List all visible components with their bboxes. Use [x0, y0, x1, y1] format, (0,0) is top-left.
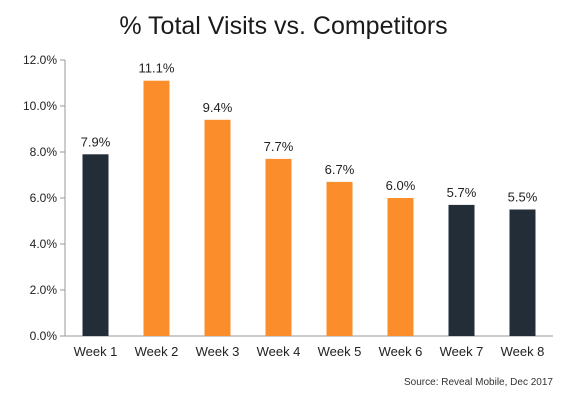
bar [143, 80, 170, 336]
x-tick-label: Week 2 [135, 344, 179, 359]
x-tick-label: Week 4 [257, 344, 301, 359]
data-label: 5.7% [447, 185, 477, 200]
bar [82, 154, 109, 336]
data-label: 9.4% [203, 100, 233, 115]
source-note: Source: Reveal Mobile, Dec 2017 [404, 377, 553, 388]
y-tick-label: 12.0% [23, 53, 57, 67]
bar [509, 209, 536, 336]
x-tick-label: Week 7 [440, 344, 484, 359]
y-tick-label: 2.0% [30, 283, 58, 297]
data-label: 6.0% [386, 178, 416, 193]
y-tick-label: 4.0% [30, 237, 58, 251]
x-tick-label: Week 8 [501, 344, 545, 359]
bar [448, 204, 475, 336]
bar [326, 181, 353, 336]
data-label: 7.7% [264, 139, 294, 154]
x-tick-label: Week 1 [74, 344, 118, 359]
chart-title: % Total Visits vs. Competitors [119, 12, 448, 40]
data-label: 7.9% [81, 134, 111, 149]
y-tick-label: 0.0% [30, 329, 58, 343]
y-tick-label: 6.0% [30, 191, 58, 205]
x-tick-label: Week 3 [196, 344, 240, 359]
x-tick-label: Week 6 [379, 344, 423, 359]
bar [204, 119, 231, 336]
data-label: 11.1% [139, 61, 175, 76]
data-label: 5.5% [508, 190, 538, 205]
y-tick-label: 10.0% [23, 99, 57, 113]
x-tick-label: Week 5 [318, 344, 362, 359]
y-tick-label: 8.0% [30, 145, 58, 159]
bar [265, 158, 292, 336]
data-label: 6.7% [325, 162, 355, 177]
bar [387, 198, 414, 336]
